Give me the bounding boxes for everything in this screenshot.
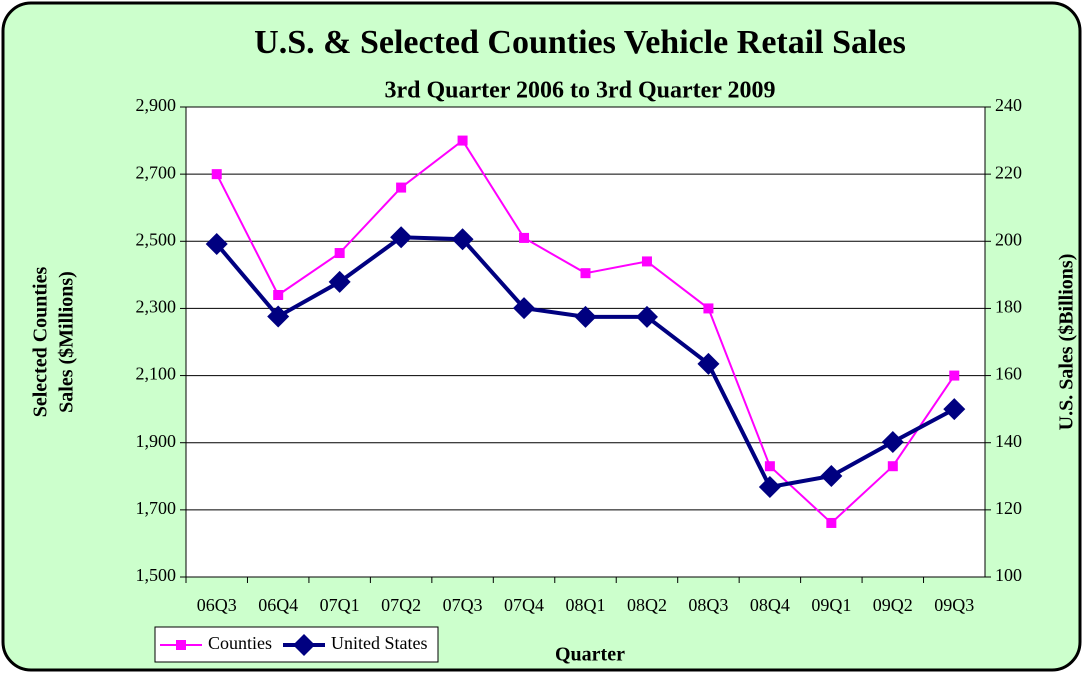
x-tick-label: 07Q2 — [381, 595, 421, 615]
y2-tick-label: 180 — [995, 297, 1022, 317]
x-tick-label: 08Q3 — [688, 595, 728, 615]
y2-axis-label: U.S. Sales ($Billions) — [1056, 254, 1078, 431]
point — [943, 398, 966, 421]
x-tick-label: 06Q3 — [197, 595, 237, 615]
point — [881, 431, 904, 454]
y2-tick-label: 100 — [995, 565, 1022, 585]
x-tick-label: 07Q1 — [320, 595, 360, 615]
chart-title: U.S. & Selected Counties Vehicle Retail … — [254, 24, 906, 61]
point — [451, 228, 474, 251]
x-tick-label: 07Q3 — [443, 595, 483, 615]
point — [396, 182, 407, 193]
y2-tick-label: 160 — [995, 364, 1022, 384]
x-tick-label: 08Q2 — [627, 595, 667, 615]
point — [887, 461, 898, 472]
y-tick-label: 1,900 — [136, 431, 177, 451]
point — [764, 461, 775, 472]
y-tick-label: 2,900 — [136, 95, 177, 115]
point — [641, 256, 652, 267]
y-axis-label: Sales ($Millions) — [56, 271, 78, 413]
point — [205, 232, 228, 255]
plot-area — [185, 106, 986, 578]
legend-marker — [176, 640, 186, 650]
x-tick-label: 09Q1 — [811, 595, 851, 615]
x-tick-label: 06Q4 — [258, 595, 298, 615]
point — [758, 476, 781, 499]
x-tick-label: 08Q1 — [566, 595, 606, 615]
y2-tick-label: 240 — [995, 95, 1022, 115]
point — [328, 270, 351, 293]
point — [703, 303, 714, 314]
point — [574, 305, 597, 328]
y2-tick-label: 120 — [995, 498, 1022, 518]
y-axis-label: Selected Counties — [30, 267, 52, 418]
point — [334, 248, 345, 259]
point — [580, 268, 591, 279]
point — [697, 352, 720, 375]
y-tick-label: 2,300 — [136, 297, 177, 317]
point — [273, 290, 284, 300]
y2-tick-label: 200 — [995, 229, 1022, 249]
legend-marker — [293, 634, 315, 656]
point — [211, 169, 222, 180]
x-tick-label: 08Q4 — [750, 595, 790, 615]
point — [826, 517, 837, 528]
point — [820, 464, 843, 487]
y-tick-label: 1,700 — [136, 498, 177, 518]
point — [457, 135, 468, 146]
y-tick-label: 2,700 — [136, 162, 177, 182]
x-tick-label: 09Q3 — [934, 595, 974, 615]
point — [390, 226, 413, 249]
point — [519, 232, 530, 243]
legend-label: Counties — [208, 633, 272, 653]
point — [267, 305, 290, 328]
x-axis-label: Quarter — [555, 644, 625, 666]
y-tick-label: 1,500 — [136, 565, 177, 585]
y-tick-label: 2,500 — [136, 229, 177, 249]
y-tick-label: 2,100 — [136, 364, 177, 384]
x-tick-label: 09Q2 — [873, 595, 913, 615]
chart-subtitle: 3rd Quarter 2006 to 3rd Quarter 2009 — [384, 78, 775, 104]
point — [513, 297, 536, 320]
legend-label: United States — [331, 633, 428, 653]
point — [949, 370, 960, 381]
y2-tick-label: 220 — [995, 162, 1022, 182]
x-tick-label: 07Q4 — [504, 595, 544, 615]
y2-tick-label: 140 — [995, 431, 1022, 451]
point — [635, 305, 658, 328]
